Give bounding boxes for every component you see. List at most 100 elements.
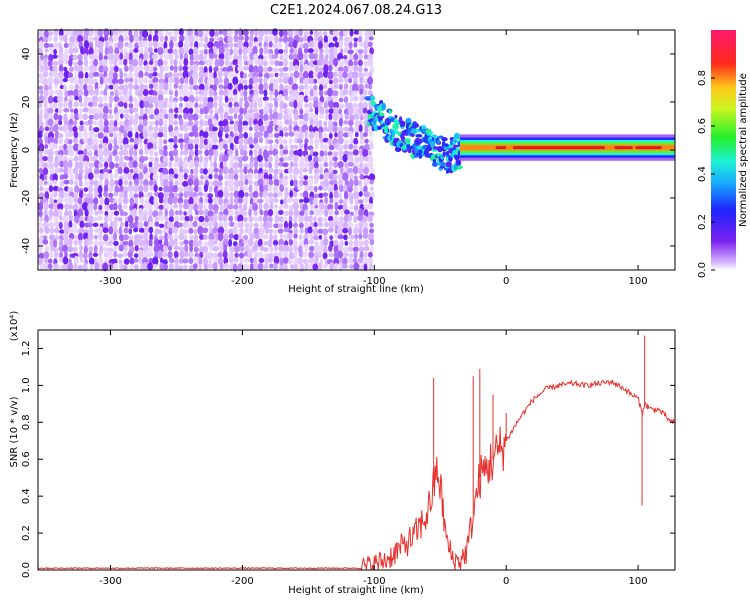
noise-cell [199,66,204,72]
noise-cell [343,198,348,204]
noise-cell [179,141,184,151]
noise-cell [253,210,258,216]
colorbar-tick-label: 0.2 [697,214,708,230]
noise-cell [198,114,203,119]
noise-cell [148,226,154,234]
noise-cell [243,95,248,102]
noise-cell [167,71,173,78]
noise-cell [82,113,88,121]
noise-cell [257,262,264,270]
noise-cell [99,154,103,162]
noise-cell [72,222,78,229]
noise-cell [174,89,179,97]
noise-cell [333,101,340,109]
noise-cell [242,54,248,62]
noise-cell [312,263,319,271]
noise-cell [282,257,289,264]
noise-cell [52,247,59,253]
noise-cell [241,155,249,162]
noise-cell [352,246,359,252]
noise-cell [43,113,50,120]
noise-cell [148,180,154,186]
noise-cell [354,204,359,212]
noise-cell [287,166,293,174]
noise-cell [357,107,365,116]
noise-cell [78,71,84,80]
spectrogram-x-ticks: -300 -200 -100 0 100 [99,30,648,287]
noise-cell [293,48,298,55]
noise-cell [88,124,93,133]
noise-cell [63,143,68,151]
noise-cell [208,239,215,248]
noise-cell [157,47,164,56]
noise-cell [268,162,272,170]
noise-cell [313,100,320,110]
noise-cell [307,95,314,102]
noise-cell [278,204,285,210]
noise-cell [138,149,144,156]
noise-cell [238,246,245,252]
snr-y-tick-label: 0.2 [21,525,32,541]
noise-cell [213,46,218,54]
noise-cell [57,89,63,98]
noise-cell [198,264,202,271]
ridge-blob [437,145,443,153]
noise-cell [332,112,339,121]
noise-cell [313,167,320,175]
noise-cell [42,37,49,43]
noise-cell [273,245,279,252]
noise-cell [53,112,59,121]
noise-cell [120,113,124,119]
noise-cell [364,61,369,67]
noise-cell [332,169,338,175]
noise-cell [114,162,120,169]
noise-cell [353,41,358,48]
noise-cell [247,249,253,259]
noise-cell [239,172,244,183]
noise-cell [277,41,283,50]
colorbar-tick-label: 0.8 [697,70,708,86]
noise-cell [309,117,314,127]
noise-cell [143,213,148,223]
noise-cell [302,120,309,126]
noise-cell [53,190,58,198]
noise-cell [367,58,374,67]
noise-cell [267,184,273,192]
noise-cell [343,126,349,132]
noise-cell [249,29,254,36]
noise-cell [64,60,69,65]
noise-cell [322,228,329,236]
noise-cell [183,172,188,180]
noise-cell [348,240,354,247]
noise-cell [39,94,45,104]
noise-cell [97,40,104,49]
noise-cell [154,228,160,236]
noise-cell [99,139,104,145]
noise-cell [237,65,244,73]
noise-cell [278,37,284,43]
noise-cell [292,191,298,198]
noise-cell [233,106,240,114]
noise-cell [288,131,295,137]
noise-cell [257,118,264,128]
noise-cell [157,94,164,102]
noise-cell [157,192,164,200]
noise-cell [214,30,219,38]
noise-cell [148,60,154,66]
noise-cell [77,143,83,152]
noise-cell [84,58,88,67]
noise-cell [212,214,218,222]
noise-cell [218,53,225,60]
noise-cell [103,171,109,181]
noise-cell [112,126,119,132]
noise-cell [283,145,289,151]
noise-cell [247,59,254,66]
noise-cell [324,209,329,217]
noise-cell [74,113,80,121]
noise-cell [262,264,269,270]
noise-cell [199,155,203,163]
noise-cell [194,96,200,102]
noise-cell [243,79,248,85]
noise-cell [273,118,278,127]
noise-cell [203,234,208,241]
